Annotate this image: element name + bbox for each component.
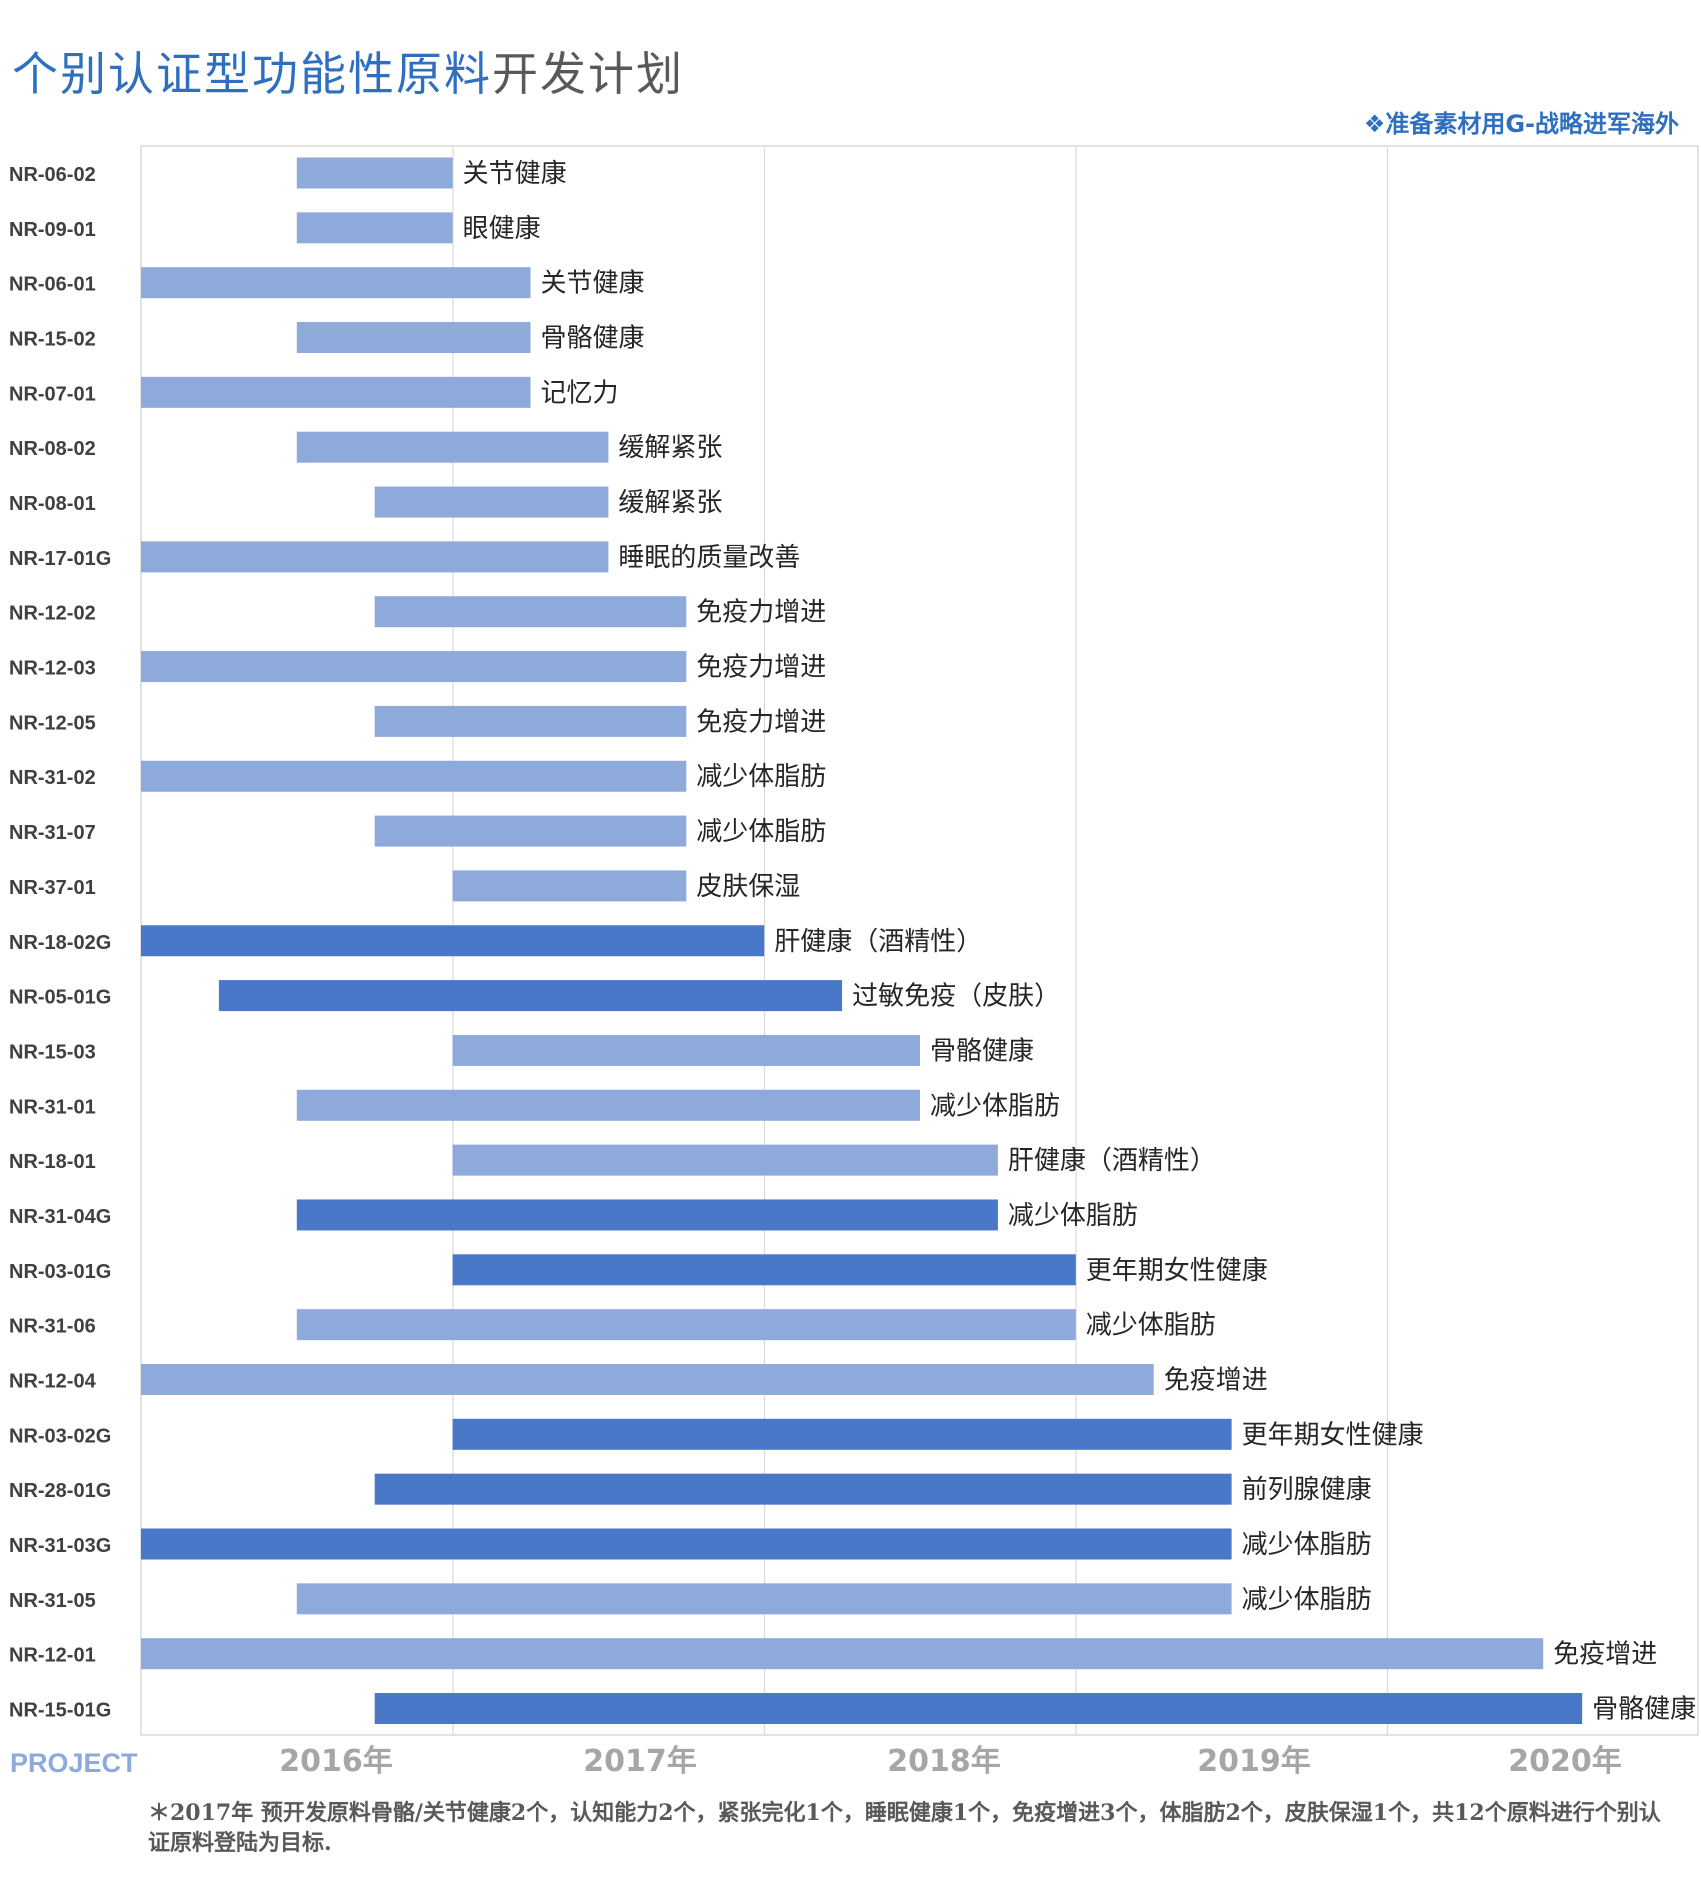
bar-label: 睡眠的质量改善 [618, 543, 800, 573]
x-tick-label: 2018年 [887, 1744, 1001, 1779]
x-tick-label: 2016年 [279, 1744, 393, 1779]
gantt-bar [452, 1144, 998, 1176]
footnote: ＊2017年 预开发原料骨骼/关节健康2个，认知能力2个，紧张完化1个，睡眠健康… [148, 1800, 1661, 1856]
gantt-bar [296, 212, 453, 244]
row-id-label: NR-12-02 [9, 603, 96, 625]
bar-label: 减少体脂肪 [696, 817, 826, 847]
row-id-label: NR-08-02 [9, 438, 96, 460]
gantt-bar [374, 1473, 1232, 1505]
gantt-bar [141, 1638, 1544, 1670]
bar-label: 更年期女性健康 [1242, 1420, 1424, 1450]
gantt-bar [296, 157, 453, 189]
row-id-label: NR-37-01 [9, 877, 96, 899]
row-id-label: NR-18-02G [9, 932, 111, 954]
gantt-bar [452, 1254, 1076, 1286]
gantt-bar [452, 1418, 1232, 1450]
x-tick-label: 2017年 [583, 1744, 697, 1779]
bar-label: 骨骼健康 [541, 324, 645, 354]
gantt-bar [141, 1363, 1154, 1395]
row-id-label: NR-05-01G [9, 987, 111, 1009]
row-id-label: NR-15-02 [9, 329, 96, 351]
row-id-label: NR-06-02 [9, 164, 96, 186]
gantt-bar [296, 322, 531, 354]
gantt-bar [452, 870, 687, 902]
gantt-bar [141, 267, 531, 299]
row-id-label: NR-31-02 [9, 767, 96, 789]
row-id-label: NR-12-04 [9, 1370, 97, 1392]
gantt-bar [452, 1034, 920, 1066]
gantt-bar [296, 1199, 998, 1231]
gantt-bar [141, 760, 687, 792]
row-id-label: NR-31-07 [9, 822, 96, 844]
row-id-label: NR-08-01 [9, 493, 96, 515]
row-id-label: NR-07-01 [9, 383, 96, 405]
bar-label: 骨骼健康 [930, 1036, 1034, 1066]
row-id-label: NR-12-03 [9, 658, 96, 680]
bar-label: 减少体脂肪 [1242, 1530, 1372, 1560]
bar-label: 关节健康 [541, 269, 645, 299]
title-tail: 开发计划 [492, 47, 684, 101]
x-tick-label: 2019年 [1197, 1744, 1311, 1779]
row-id-label: NR-09-01 [9, 219, 96, 241]
gantt-bar [374, 705, 687, 737]
gantt-bar [374, 596, 687, 628]
bar-label: 减少体脂肪 [696, 762, 826, 792]
gantt-bar [141, 1528, 1232, 1560]
bar-label: 免疫力增进 [696, 598, 826, 628]
bar-label: 骨骼健康 [1592, 1695, 1696, 1725]
row-id-label: NR-15-03 [9, 1041, 96, 1063]
row-id-label: NR-03-02G [9, 1425, 111, 1447]
row-id-label: NR-31-03G [9, 1535, 111, 1557]
row-id-label: NR-31-04G [9, 1206, 111, 1228]
row-id-label: NR-03-01G [9, 1261, 111, 1283]
bar-label: 缓解紧张 [618, 433, 722, 463]
bar-label: 关节健康 [463, 159, 567, 189]
bar-label: 减少体脂肪 [930, 1091, 1060, 1121]
gantt-bar [374, 1693, 1583, 1725]
bar-label: 免疫力增进 [696, 707, 826, 737]
bar-label: 肝健康（酒精性） [1008, 1146, 1216, 1176]
gantt-bar [296, 1309, 1076, 1341]
gantt-bar [141, 376, 531, 408]
bar-label: 免疫力增进 [696, 653, 826, 683]
x-axis-label: PROJECT [10, 1748, 138, 1778]
row-id-label: NR-18-01 [9, 1151, 96, 1173]
bar-label: 减少体脂肪 [1242, 1585, 1372, 1615]
gantt-bar [374, 486, 609, 518]
gantt-bar [296, 1583, 1232, 1615]
gantt-chart: NR-06-02 关节健康 NR-09-01 眼健康 NR-06-01 关节健康 NR-15… [9, 145, 1699, 1779]
row-id-label: NR-06-01 [9, 274, 96, 296]
gantt-bar [141, 651, 687, 683]
bar-label: 过敏免疫（皮肤） [852, 982, 1060, 1012]
row-id-label: NR-17-01G [9, 548, 111, 570]
page-title: 个别认证型功能性原料开发计划 [12, 38, 684, 104]
row-id-label: NR-31-01 [9, 1096, 96, 1118]
bar-label: 更年期女性健康 [1086, 1256, 1268, 1286]
bar-label: 免疫增进 [1164, 1365, 1268, 1395]
gantt-bar [296, 1089, 920, 1121]
row-id-label: NR-31-06 [9, 1316, 96, 1338]
gantt-bar [296, 431, 609, 463]
row-id-label: NR-12-01 [9, 1645, 96, 1667]
row-id-label: NR-28-01G [9, 1480, 111, 1502]
gantt-bar [218, 980, 843, 1012]
bar-label: 减少体脂肪 [1008, 1201, 1138, 1231]
title-main: 个别认证型功能性原料 [12, 47, 492, 101]
row-id-label: NR-15-01G [9, 1700, 111, 1722]
gantt-bar [374, 815, 687, 847]
bar-label: 减少体脂肪 [1086, 1311, 1216, 1341]
bar-label: 缓解紧张 [618, 488, 722, 518]
row-id-label: NR-31-05 [9, 1590, 96, 1612]
bar-label: 记忆力 [541, 378, 619, 408]
bar-label: 皮肤保湿 [696, 872, 800, 902]
bar-label: 免疫增进 [1553, 1640, 1657, 1670]
bar-label: 肝健康（酒精性） [774, 927, 982, 957]
gantt-bar [141, 541, 609, 573]
x-tick-label: 2020年 [1508, 1744, 1622, 1779]
bar-label: 眼健康 [463, 214, 541, 244]
bar-label: 前列腺健康 [1242, 1475, 1372, 1505]
gantt-bar [141, 925, 765, 957]
row-id-label: NR-12-05 [9, 712, 96, 734]
subtitle: ❖准备素材用G-战略进军海外 [1363, 110, 1679, 138]
